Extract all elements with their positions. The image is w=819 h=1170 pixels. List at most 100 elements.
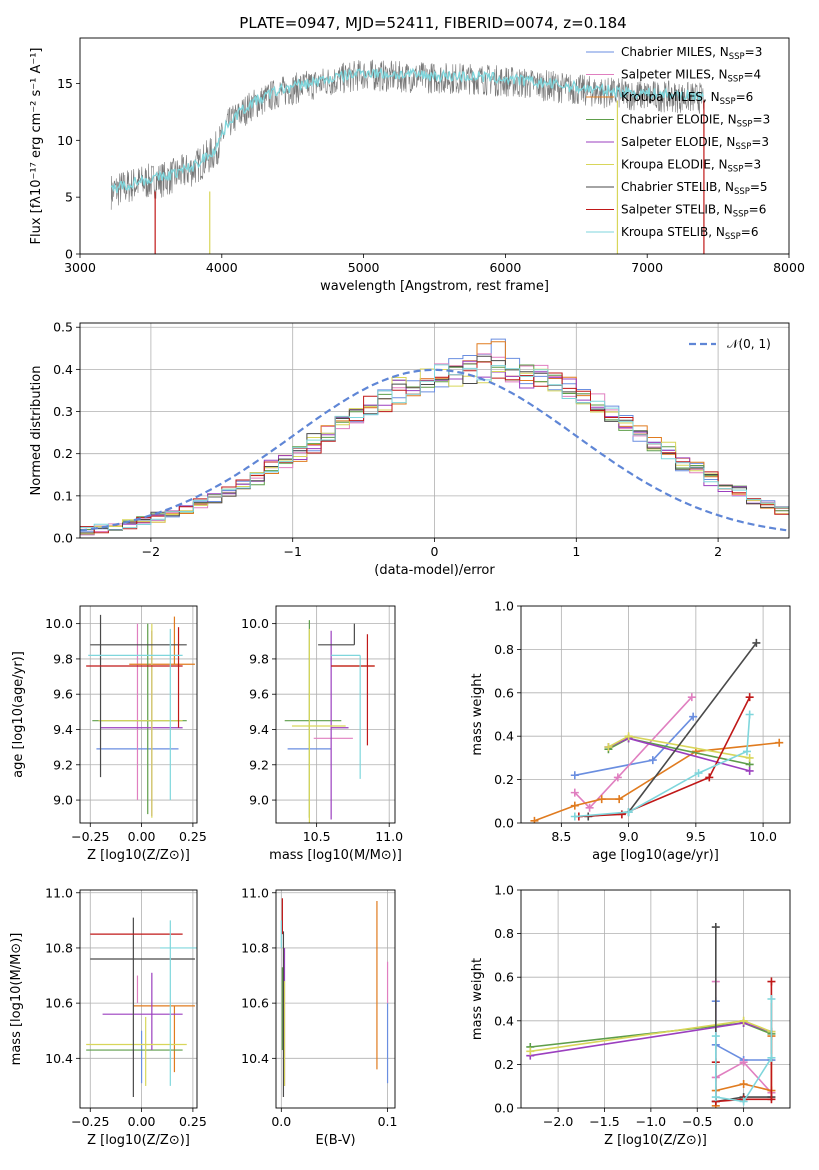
series-line bbox=[578, 696, 751, 818]
panel-residuals: −2 −1 0 1 2 0.0 0.1 0.2 0.3 0.4 0.5 (data-model)/er… bbox=[29, 320, 790, 578]
y-tick-label: 0.8 bbox=[494, 642, 514, 657]
plot-area bbox=[80, 606, 197, 823]
y-tick-label: 0.8 bbox=[494, 926, 514, 941]
y-tick-label: 0.1 bbox=[53, 488, 73, 503]
series-line bbox=[588, 642, 758, 818]
panel-mass-vs-EBV: 0.0 0.1 10.4 10.6 10.8 11.0 E(B-V) bbox=[241, 885, 397, 1148]
series-point bbox=[739, 1058, 748, 1067]
x-tick-label: 8.5 bbox=[551, 829, 571, 844]
x-tick-label: 10.5 bbox=[303, 829, 331, 844]
y-tick-label: 0.3 bbox=[53, 404, 73, 419]
series-point bbox=[617, 810, 626, 819]
x-tick-label: 4000 bbox=[206, 260, 238, 275]
series-point bbox=[739, 1080, 748, 1089]
series-point bbox=[530, 816, 539, 823]
legend-sub: SSP bbox=[728, 165, 744, 175]
axes-frame bbox=[79, 322, 790, 539]
series-point bbox=[739, 1016, 748, 1025]
series-point bbox=[745, 693, 754, 702]
panel-age-vs-mass: 10.5 11.0 9.0 9.2 9.4 9.6 9.8 10.0 mass [log10(M… bbox=[241, 605, 403, 863]
x-tick-label: 7000 bbox=[631, 260, 663, 275]
x-tick-label: −0.25 bbox=[71, 829, 109, 844]
series-point bbox=[767, 995, 776, 1003]
y-tick-label: 0.5 bbox=[53, 320, 73, 335]
y-tick-label: 9.8 bbox=[249, 651, 269, 666]
x-tick-label: 0.00 bbox=[128, 829, 156, 844]
legend-entry: Salpeter ELODIE, NSSP=3 bbox=[621, 135, 769, 152]
legend-label: Chabrier ELODIE, N bbox=[621, 113, 737, 127]
axes-frame bbox=[275, 605, 396, 824]
y-tick-label: 0.2 bbox=[494, 772, 514, 787]
series-line bbox=[534, 741, 780, 822]
x-tick-label: 9.0 bbox=[619, 829, 639, 844]
series-point bbox=[742, 747, 751, 756]
series-point bbox=[585, 803, 594, 812]
legend-count: =6 bbox=[749, 203, 767, 217]
legend-sub: SSP bbox=[728, 75, 744, 85]
histogram-salpeter-stelib bbox=[80, 361, 789, 534]
y-tick-label: 0.0 bbox=[53, 531, 73, 546]
legend-label: Salpeter MILES, N bbox=[621, 68, 728, 82]
legend-sub: SSP bbox=[734, 187, 750, 197]
series-point bbox=[597, 795, 606, 804]
series-point bbox=[687, 693, 696, 702]
series-point bbox=[624, 732, 633, 741]
series-point bbox=[689, 712, 698, 721]
plot-area bbox=[276, 606, 395, 823]
x-tick-label: −1.5 bbox=[589, 1114, 619, 1129]
y-axis-label: Flux [fλ10⁻¹⁷ erg cm⁻² s⁻¹ A⁻¹] bbox=[29, 48, 44, 245]
x-tick-label: 0.0 bbox=[734, 1114, 754, 1129]
series-point bbox=[711, 923, 720, 932]
x-axis-label: Z [log10(Z/Z⊙)] bbox=[604, 1133, 707, 1148]
axes-frame bbox=[79, 889, 198, 1109]
x-tick-label: 0.0 bbox=[271, 1114, 291, 1129]
y-tick-label: 9.4 bbox=[53, 722, 73, 737]
legend-sub: SSP bbox=[729, 52, 745, 62]
y-tick-label: 9.8 bbox=[53, 651, 73, 666]
y-tick-label: 10.4 bbox=[45, 1051, 73, 1066]
x-tick-label: 5000 bbox=[348, 260, 380, 275]
y-tick-label: 0 bbox=[65, 247, 73, 262]
x-tick-label: 11.0 bbox=[375, 829, 403, 844]
y-tick-label: 10.6 bbox=[45, 996, 73, 1011]
y-tick-label: 10 bbox=[57, 133, 73, 148]
y-tick-label: 0.0 bbox=[494, 1101, 514, 1116]
x-tick-label: −2 bbox=[142, 544, 160, 559]
y-tick-label: 0.4 bbox=[494, 1013, 514, 1028]
legend-count: =3 bbox=[743, 158, 761, 172]
legend-entry: Kroupa STELIB, NSSP=6 bbox=[621, 225, 759, 242]
x-tick-label: −2.0 bbox=[543, 1114, 573, 1129]
normal-curve bbox=[80, 368, 787, 532]
legend-count: =4 bbox=[743, 68, 761, 82]
x-tick-label: −1 bbox=[283, 544, 301, 559]
legend-entry: Kroupa MILES, NSSP=6 bbox=[621, 90, 753, 107]
axes-frame bbox=[520, 889, 791, 1109]
chart-layer: 3000 4000 5000 6000 7000 8000051015wavelength… bbox=[9, 37, 805, 1148]
x-axis-label: Z [log10(Z/Z⊙)] bbox=[87, 848, 190, 863]
histogram-chabrier-elodie bbox=[80, 361, 789, 531]
y-tick-label: 9.6 bbox=[53, 687, 73, 702]
spectrum-data-line bbox=[110, 59, 705, 210]
panel-spectrum: 3000 4000 5000 6000 7000 8000 0 5 10 15 wavelength… bbox=[29, 37, 805, 294]
y-tick-label: 10.6 bbox=[241, 996, 269, 1011]
x-tick-label: −0.25 bbox=[71, 1114, 109, 1129]
y-tick-label: 10.4 bbox=[241, 1051, 269, 1066]
histogram-chabrier-miles bbox=[80, 338, 789, 532]
panel-mass-vs-Z: −0.25 0.00 0.25 10.4 10.6 10.8 11.0 Z [log10(Z/… bbox=[9, 885, 207, 1148]
series-line bbox=[574, 696, 693, 809]
legend-count: =3 bbox=[753, 113, 771, 127]
legend-entry: 𝒩(0, 1) bbox=[727, 337, 771, 351]
legend-entry: Salpeter MILES, NSSP=4 bbox=[621, 68, 761, 85]
axes-frame bbox=[79, 37, 790, 255]
x-tick-label: 0 bbox=[431, 544, 439, 559]
series-point bbox=[752, 638, 761, 647]
histogram-salpeter-elodie bbox=[80, 360, 789, 536]
y-tick-label: 10.0 bbox=[241, 616, 269, 631]
legend-entry: Chabrier MILES, NSSP=3 bbox=[621, 45, 762, 62]
x-tick-label: 0.1 bbox=[378, 1114, 398, 1129]
legend-count: =3 bbox=[751, 135, 769, 149]
y-axis-label: mass weight bbox=[470, 673, 485, 755]
series-point bbox=[745, 766, 754, 775]
plot-area bbox=[521, 606, 790, 823]
series-point bbox=[570, 801, 579, 810]
